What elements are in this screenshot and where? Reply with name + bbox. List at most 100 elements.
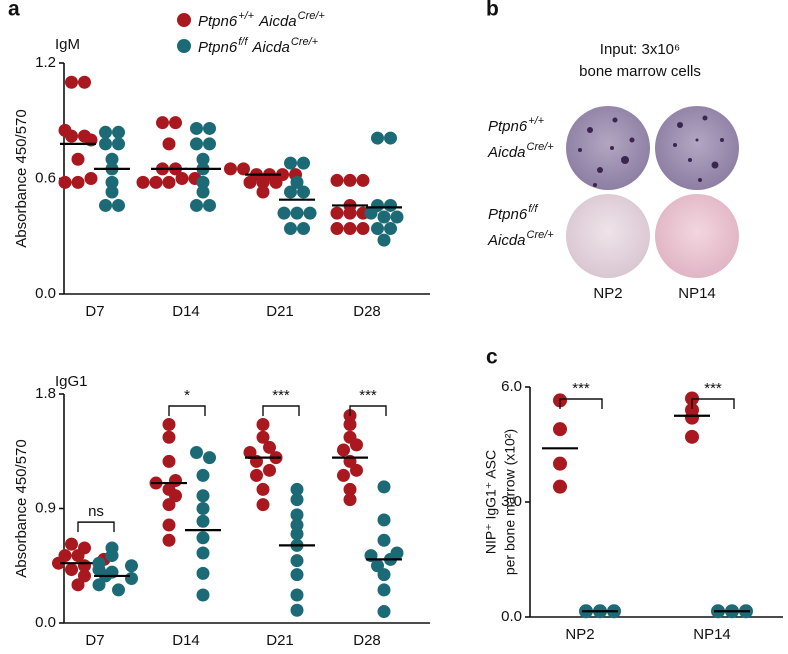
gene-name: Aicda — [251, 39, 290, 56]
data-point — [196, 566, 210, 580]
data-point — [350, 438, 363, 452]
data-point — [65, 129, 78, 143]
data-point — [190, 198, 203, 212]
chart-title: IgM — [55, 36, 80, 53]
data-point — [290, 603, 304, 617]
data-point — [84, 172, 98, 185]
superscript: Cre/+ — [291, 36, 319, 48]
significance-label: *** — [272, 387, 290, 404]
well — [655, 194, 739, 278]
data-point — [196, 175, 210, 189]
data-point — [303, 206, 317, 220]
x-tick-label: NP14 — [693, 626, 731, 643]
data-point — [78, 75, 91, 89]
y-tick-label: 1.8 — [35, 385, 56, 402]
data-point — [162, 518, 176, 532]
x-tick-label: D14 — [172, 632, 200, 649]
significance-bracket — [349, 405, 387, 416]
significance-bracket — [262, 405, 300, 416]
data-point — [237, 162, 250, 176]
significance-bracket — [691, 398, 735, 409]
superscript: +/+ — [238, 10, 254, 22]
data-point — [337, 468, 350, 482]
superscript: f/f — [238, 36, 248, 48]
data-point — [384, 222, 397, 236]
data-point — [263, 463, 276, 477]
data-point — [99, 198, 112, 212]
data-point — [290, 206, 304, 220]
gene-name: Ptpn6 — [198, 13, 238, 30]
wells — [566, 106, 739, 278]
data-point — [71, 152, 85, 166]
data-point — [371, 131, 384, 145]
data-point — [343, 418, 357, 432]
data-point — [263, 440, 276, 454]
data-point — [65, 563, 78, 577]
superscript: Cre/+ — [298, 10, 326, 22]
data-point — [190, 121, 203, 135]
data-point — [71, 175, 85, 189]
data-point — [112, 583, 125, 597]
legend-marker — [177, 13, 191, 27]
data-point — [371, 559, 384, 573]
well — [566, 106, 650, 190]
data-point — [99, 125, 112, 139]
data-point — [290, 175, 304, 189]
superscript: f/f — [528, 203, 538, 215]
data-point — [256, 175, 270, 189]
data-point — [125, 571, 138, 585]
y-axis-label: per bone marrow (x10²) — [502, 429, 518, 575]
data-point — [196, 514, 210, 528]
data-point — [290, 568, 304, 582]
data-point — [685, 429, 699, 444]
data-point — [297, 156, 310, 170]
x-tick-label: D14 — [172, 303, 200, 320]
data-point — [256, 418, 270, 432]
data-point — [290, 482, 304, 496]
spots — [578, 115, 724, 187]
data-point — [196, 152, 210, 166]
data-point — [190, 137, 203, 151]
data-point — [52, 556, 65, 570]
x-tick-label: D21 — [266, 303, 294, 320]
data-point — [190, 446, 203, 460]
well — [566, 194, 650, 278]
data-point — [284, 185, 297, 199]
data-point — [203, 451, 216, 465]
data-point — [162, 498, 176, 512]
data-point — [256, 430, 270, 444]
y-axis-label: NIP⁺ IgG1⁺ ASC — [483, 450, 499, 554]
data-point — [343, 482, 357, 496]
data-point — [343, 173, 357, 187]
chart-title: IgG1 — [55, 373, 88, 390]
significance-label: * — [184, 387, 190, 404]
data-point — [112, 137, 125, 151]
data-point — [256, 185, 270, 199]
significance-label: ns — [88, 503, 104, 520]
gene-name: Aicda — [487, 232, 526, 249]
x-tick-label: NP2 — [565, 626, 594, 643]
data-point — [65, 537, 78, 551]
data-point — [356, 173, 370, 187]
data-point — [250, 468, 263, 482]
data-point — [384, 198, 397, 212]
gene-name: Aicda — [258, 13, 297, 30]
y-axis-label: Absorbance 450/570 — [13, 109, 30, 247]
data-point — [78, 569, 91, 583]
data-point — [284, 222, 297, 236]
data-point — [162, 137, 176, 151]
data-point — [196, 185, 210, 199]
data-point — [105, 185, 119, 199]
data-point — [203, 137, 216, 151]
y-tick-label: 0.0 — [35, 285, 56, 302]
data-point — [105, 549, 119, 563]
panel-label: b — [486, 0, 499, 21]
data-point — [162, 454, 176, 468]
data-point — [125, 559, 138, 573]
data-point — [256, 482, 270, 496]
data-point — [390, 546, 404, 560]
panel-label: c — [486, 346, 498, 369]
data-point — [196, 546, 210, 560]
